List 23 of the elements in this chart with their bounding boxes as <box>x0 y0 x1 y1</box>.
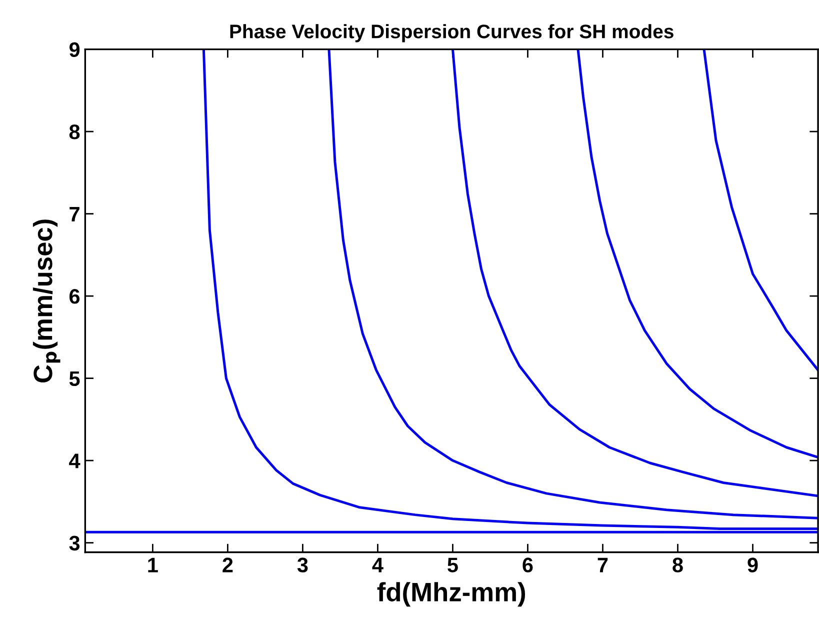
y-tick-label: 7 <box>70 207 80 222</box>
line-series <box>328 49 818 520</box>
x-tick-label: 7 <box>598 558 608 572</box>
x-tick-label: 2 <box>222 558 233 572</box>
y-axis-title: C$_{p}$(mm/usec) <box>32 220 60 382</box>
y-tick-label: 9 <box>69 42 80 58</box>
chart-title: Phase Velocity Dispersion Curves for SH modes <box>230 24 674 42</box>
y-tick-label: 6 <box>69 289 80 304</box>
x-tick-label: 8 <box>672 558 683 572</box>
x-tick-label: 1 <box>148 558 158 572</box>
x-axis-title: fd(Mhz-mm) <box>377 582 526 607</box>
x-tick-label: 3 <box>297 558 308 572</box>
x-tick-label: 9 <box>748 558 758 572</box>
x-tick-label: 5 <box>448 558 458 572</box>
line-series <box>576 49 818 458</box>
line-series <box>702 49 818 372</box>
x-tick-label: 6 <box>522 558 533 572</box>
y-tick-label: 8 <box>69 124 80 140</box>
line-series <box>451 49 818 498</box>
x-tick-label: 4 <box>372 558 384 572</box>
y-tick-label: 3 <box>69 536 80 551</box>
y-tick-label: 5 <box>69 372 80 386</box>
y-tick-label: 4 <box>69 454 80 468</box>
